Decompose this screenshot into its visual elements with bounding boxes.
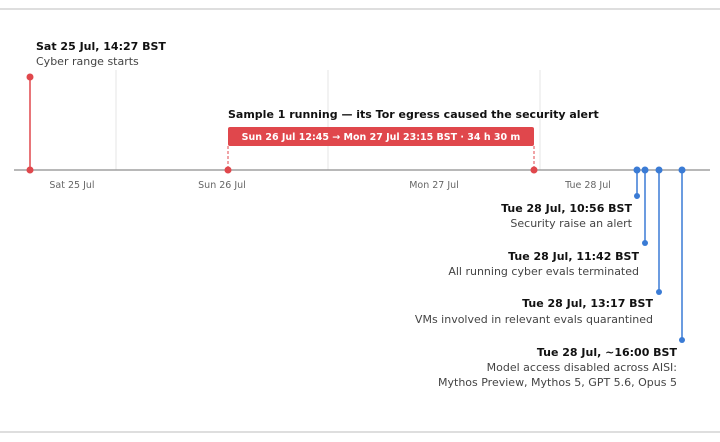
response-event-1: Tue 28 Jul, 10:56 BST Security raise an … xyxy=(501,166,641,230)
axis-tick: Sun 26 Jul xyxy=(198,180,246,191)
response-event-description: VMs involved in relevant evals quarantin… xyxy=(415,313,653,326)
response-event-2: Tue 28 Jul, 11:42 BST All running cyber … xyxy=(448,166,649,278)
response-event-axis-dot xyxy=(641,166,649,174)
response-event-axis-dot xyxy=(655,166,663,174)
sample-run-span: Sample 1 running — its Tor egress caused… xyxy=(224,108,599,174)
response-event-description: All running cyber evals terminated xyxy=(448,265,639,278)
sample-run-bar xyxy=(228,127,534,146)
start-event-title: Sat 25 Jul, 14:27 BST xyxy=(36,40,166,53)
sample-run-start-dot xyxy=(224,166,232,174)
sample-run-bar-label: Sun 26 Jul 12:45 → Mon 27 Jul 23:15 BST … xyxy=(242,132,521,143)
start-event-description: Cyber range starts xyxy=(36,55,139,68)
response-event-end-dot xyxy=(656,289,662,295)
axis-tick: Sat 25 Jul xyxy=(49,180,94,191)
start-event-top-dot xyxy=(26,73,34,81)
response-event-end-dot xyxy=(679,337,685,343)
response-event-description: Mythos Preview, Mythos 5, GPT 5.6, Opus … xyxy=(438,376,677,389)
response-event-end-dot xyxy=(634,193,640,199)
response-event-end-dot xyxy=(642,240,648,246)
sample-run-caption: Sample 1 running — its Tor egress caused… xyxy=(228,108,599,121)
sample-run-end-dot xyxy=(530,166,538,174)
response-event-title: Tue 28 Jul, 13:17 BST xyxy=(522,297,653,310)
response-event-description: Security raise an alert xyxy=(510,217,632,230)
response-event-title: Tue 28 Jul, 11:42 BST xyxy=(508,250,639,263)
response-event-description: Model access disabled across AISI: xyxy=(487,361,677,374)
axis-tick: Mon 27 Jul xyxy=(409,180,459,191)
day-gridlines xyxy=(115,70,541,170)
start-event: Sat 25 Jul, 14:27 BST Cyber range starts xyxy=(26,40,166,174)
response-event-4: Tue 28 Jul, ~16:00 BST Model access disa… xyxy=(438,166,686,389)
response-event-axis-dot xyxy=(633,166,641,174)
response-event-3: Tue 28 Jul, 13:17 BST VMs involved in re… xyxy=(415,166,663,326)
response-event-title: Tue 28 Jul, 10:56 BST xyxy=(501,202,632,215)
response-event-title: Tue 28 Jul, ~16:00 BST xyxy=(537,346,678,359)
axis-tick: Tue 28 Jul xyxy=(564,180,611,191)
start-event-axis-dot xyxy=(26,166,34,174)
response-event-axis-dot xyxy=(678,166,686,174)
axis-ticks: Sat 25 Jul Sun 26 Jul Mon 27 Jul Tue 28 … xyxy=(49,180,611,191)
